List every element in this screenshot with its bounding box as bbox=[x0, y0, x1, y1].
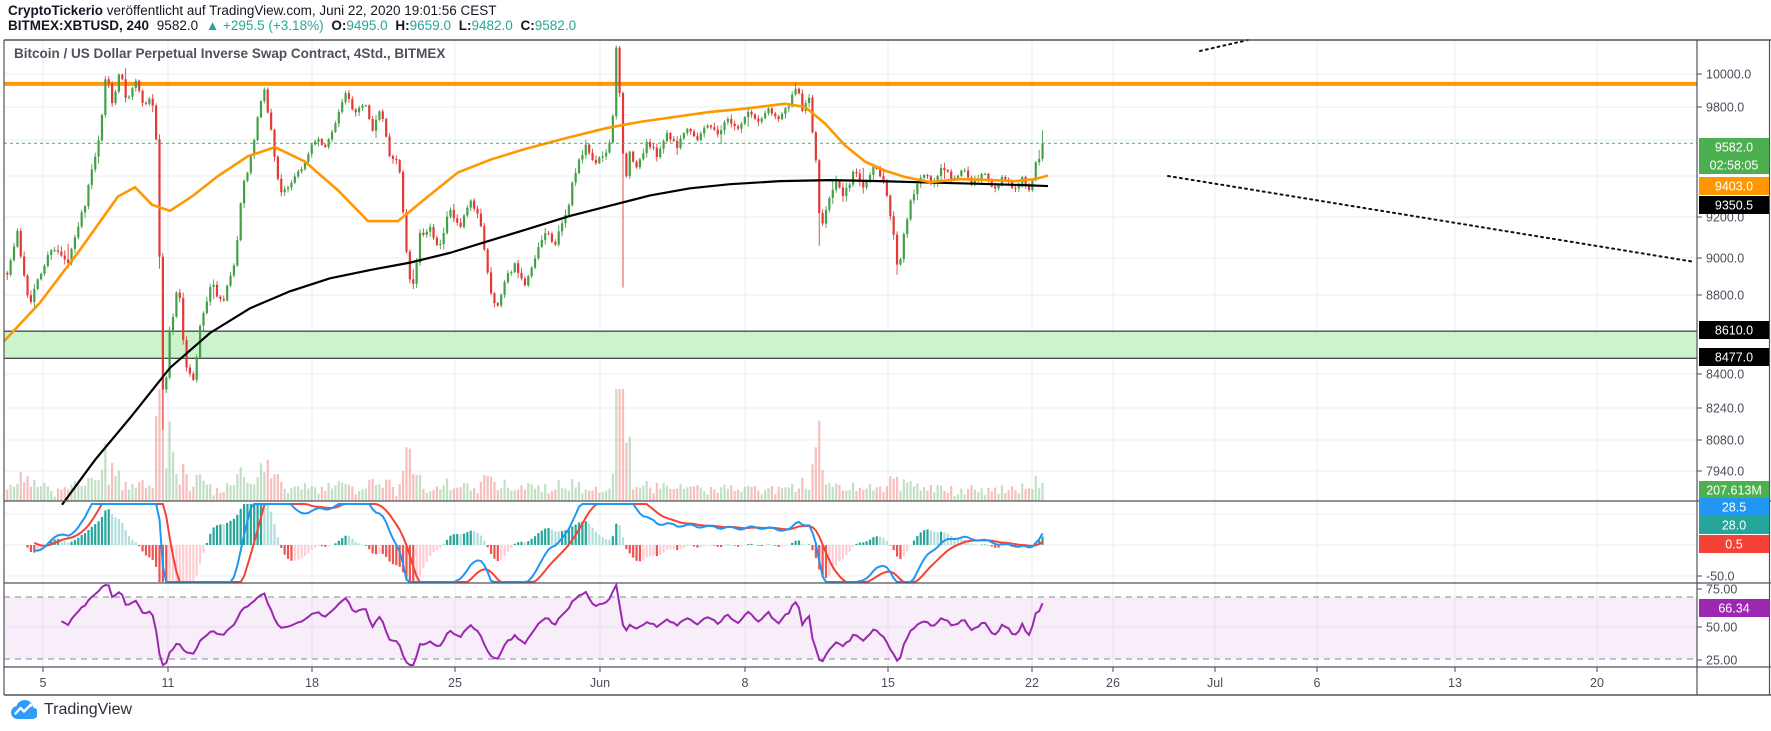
price-change: +295.5 (+3.18%) bbox=[223, 18, 324, 33]
candlestick-series bbox=[6, 45, 1044, 430]
tradingview-cloud-icon bbox=[11, 700, 37, 720]
price-tick-label: 8400.0 bbox=[1706, 368, 1744, 382]
countdown-badge-text: 02:58:05 bbox=[1710, 159, 1759, 173]
ma-slow-value-badge bbox=[1699, 196, 1769, 214]
volume-value-badge bbox=[1699, 481, 1769, 499]
band-top-badge-text: 8610.0 bbox=[1715, 324, 1753, 338]
price-tick-label: 8240.0 bbox=[1706, 402, 1744, 416]
price-tick-label: 9800.0 bbox=[1706, 101, 1744, 115]
time-axis-label: 26 bbox=[1106, 676, 1120, 690]
time-axis-label: Jul bbox=[1207, 676, 1223, 690]
ma-fast-line bbox=[3, 102, 1049, 343]
publisher-name: CryptoTickerio bbox=[8, 3, 104, 18]
pane-legend-title[interactable]: Bitcoin / US Dollar Perpetual Inverse Sw… bbox=[14, 46, 445, 61]
macd-main-line bbox=[34, 503, 1044, 583]
header: CryptoTickerio veröffentlicht auf Tradin… bbox=[8, 3, 576, 33]
rsi-panel-content bbox=[4, 581, 1697, 667]
indicator-tick-label: -50.0 bbox=[1706, 570, 1735, 584]
dotted-trendlines bbox=[1167, 39, 1696, 263]
rsi-line bbox=[60, 581, 1044, 667]
time-axis-label: 15 bbox=[881, 676, 895, 690]
last-price: 9582.0 bbox=[156, 18, 199, 33]
direction-arrow-icon: ▲ bbox=[205, 18, 220, 33]
high-label: H: bbox=[395, 18, 410, 33]
rsi-value-badge bbox=[1699, 599, 1769, 617]
close-label: C: bbox=[520, 18, 535, 33]
price-tick-label: 10000.0 bbox=[1706, 68, 1751, 82]
close-value: 9582.0 bbox=[534, 18, 577, 33]
open-label: O: bbox=[331, 18, 347, 33]
macd-signal-badge-text: 0.5 bbox=[1725, 538, 1742, 552]
pane-legend: Bitcoin / US Dollar Perpetual Inverse Sw… bbox=[14, 46, 445, 61]
price-tick-label: 7940.0 bbox=[1706, 465, 1744, 479]
macd-signal-badge bbox=[1699, 535, 1769, 553]
open-value: 9495.0 bbox=[346, 18, 388, 33]
time-axis[interactable]: 5 11 18 25 Jun 8 15 22 26 Jul 6 13 20 bbox=[40, 667, 1604, 690]
macd-line-badge-text: 28.5 bbox=[1722, 501, 1746, 515]
macd-hist-badge bbox=[1699, 516, 1769, 534]
price-tick-label: 8080.0 bbox=[1706, 434, 1744, 448]
support-zone-rectangle bbox=[4, 330, 1697, 359]
indicator-tick-label: 75.00 bbox=[1706, 583, 1737, 597]
chart-frame bbox=[3, 39, 1771, 696]
publish-info: veröffentlicht auf TradingView.com, Juni… bbox=[103, 3, 497, 18]
band-bottom-badge-text: 8477.0 bbox=[1715, 351, 1753, 365]
high-value: 9659.0 bbox=[409, 18, 451, 33]
low-label: L: bbox=[458, 18, 472, 33]
publish-line: CryptoTickerio veröffentlicht auf Tradin… bbox=[8, 3, 576, 18]
ma-fast bbox=[3, 102, 1049, 343]
rsi-value-badge-text: 66.34 bbox=[1718, 602, 1749, 616]
time-axis-label: 22 bbox=[1025, 676, 1039, 690]
indicator-tick-label: 25.00 bbox=[1706, 654, 1737, 668]
time-axis-label: 20 bbox=[1590, 676, 1604, 690]
time-axis-label: 18 bbox=[305, 676, 319, 690]
time-axis-label: 13 bbox=[1448, 676, 1462, 690]
volume-value-badge-text: 207.613M bbox=[1706, 484, 1762, 498]
countdown-badge bbox=[1699, 156, 1769, 174]
tradingview-logo-text: TradingView bbox=[44, 700, 133, 718]
ma-slow bbox=[61, 178, 1049, 506]
last-price-badge-text: 9582.0 bbox=[1715, 141, 1753, 155]
last-price-badge bbox=[1699, 138, 1769, 156]
macd-histogram bbox=[26, 504, 1044, 582]
symbol-info-bar: BITMEX:XBTUSD, 240 9582.0 ▲ +295.5 (+3.1… bbox=[8, 18, 576, 33]
band-top-badge bbox=[1699, 321, 1769, 339]
ma-slow-value-badge-text: 9350.5 bbox=[1715, 199, 1753, 213]
price-axis[interactable]: 10000.09800.09200.09000.08800.08400.0824… bbox=[1697, 68, 1769, 668]
time-axis-label: 8 bbox=[742, 676, 749, 690]
time-axis-label: 11 bbox=[162, 676, 175, 690]
low-value: 9482.0 bbox=[471, 18, 513, 33]
time-axis-label: 25 bbox=[448, 676, 462, 690]
ma-fast-value-badge bbox=[1699, 177, 1769, 195]
ma-slow-line bbox=[61, 178, 1049, 506]
time-axis-label: 6 bbox=[1314, 676, 1321, 690]
price-tick-label: 8800.0 bbox=[1706, 289, 1744, 303]
macd-hist-badge-text: 28.0 bbox=[1722, 519, 1746, 533]
band-bottom-badge bbox=[1699, 348, 1769, 366]
symbol-label: BITMEX:XBTUSD, 240 bbox=[8, 18, 150, 33]
indicator-tick-label: 50.00 bbox=[1706, 621, 1737, 635]
tradingview-logo: TradingView bbox=[10, 699, 132, 720]
ma-fast-value-badge-text: 9403.0 bbox=[1715, 180, 1753, 194]
time-axis-label: 5 bbox=[40, 676, 47, 690]
time-axis-label: Jun bbox=[590, 676, 610, 690]
price-tick-label: 9000.0 bbox=[1706, 252, 1744, 266]
macd-lines bbox=[33, 503, 1044, 583]
volume-series bbox=[6, 389, 1044, 501]
macd-line-badge bbox=[1699, 498, 1769, 516]
